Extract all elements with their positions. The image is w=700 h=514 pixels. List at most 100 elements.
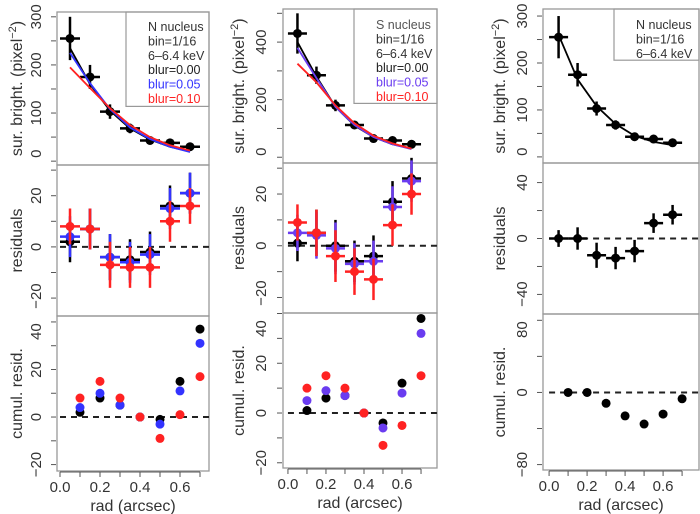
y-axis-label: cumul. resid. bbox=[492, 347, 509, 438]
y-axis-label: residuals bbox=[9, 208, 26, 272]
y-tick-label: 20 bbox=[253, 186, 270, 203]
data-point bbox=[349, 267, 359, 277]
x-tick-label: 0.4 bbox=[615, 478, 636, 495]
data-point bbox=[630, 246, 640, 256]
cumulative-point bbox=[135, 412, 145, 422]
y-axis-label-text: cumul. resid. bbox=[231, 345, 248, 436]
x-axis-label: rad (arcsec) bbox=[90, 498, 175, 514]
legend-entry: bin=1/16 bbox=[148, 34, 196, 48]
y-tick-label: 0 bbox=[28, 243, 45, 251]
cumulative-point bbox=[359, 408, 369, 418]
y-tick-label: 200 bbox=[514, 50, 531, 75]
y-tick-label: 40 bbox=[514, 174, 531, 191]
y-tick-label: −20 bbox=[253, 450, 270, 475]
residuals-panel: −20 0 20 residuals bbox=[231, 157, 438, 314]
y-axis-label: sur. bright. (pixel−2) bbox=[490, 18, 509, 153]
y-tick-label: 20 bbox=[28, 361, 45, 378]
cumulative-point bbox=[397, 378, 407, 388]
data-point bbox=[125, 262, 135, 272]
legend-entry: S nucleus bbox=[376, 18, 431, 32]
cumulative-point bbox=[302, 396, 312, 406]
data-point bbox=[105, 260, 115, 270]
y-tick-label: 100 bbox=[514, 97, 531, 122]
y-tick-label: 200 bbox=[253, 87, 270, 112]
y-tick-label: 0 bbox=[514, 148, 531, 156]
model-curve bbox=[69, 66, 191, 152]
data-point bbox=[145, 262, 155, 272]
data-point bbox=[165, 216, 175, 226]
legend-entry: blur=0.05 bbox=[376, 76, 429, 90]
cumulative-point bbox=[639, 419, 649, 429]
y-tick-label: 0 bbox=[28, 413, 45, 421]
cumulative-point bbox=[75, 403, 85, 413]
cumulative-point bbox=[601, 398, 611, 408]
y-tick-label: 0 bbox=[253, 242, 270, 250]
data-point bbox=[65, 33, 75, 43]
y-tick-label: 20 bbox=[253, 355, 270, 372]
cumulative-point bbox=[378, 440, 388, 450]
y-tick-label: 300 bbox=[514, 4, 531, 29]
panel-frame bbox=[56, 315, 210, 472]
x-tick-label: 0.2 bbox=[577, 478, 598, 495]
cumulative-point bbox=[155, 433, 165, 443]
data-point bbox=[185, 142, 195, 152]
cumulative-point bbox=[95, 388, 105, 398]
y-axis-label-text: sur. bright. (pixel bbox=[9, 39, 26, 156]
legend-entry: N nucleus bbox=[636, 18, 692, 32]
y-axis-label-exponent: −2 bbox=[490, 24, 502, 37]
cumulative-point bbox=[175, 376, 185, 386]
y-axis-label-text: cumul. resid. bbox=[492, 347, 509, 438]
data-point bbox=[668, 138, 678, 148]
y-tick-label: 40 bbox=[253, 320, 270, 337]
y-axis-label-exponent: −2 bbox=[7, 26, 19, 39]
cumulative-point bbox=[155, 419, 165, 429]
cumulative-point bbox=[321, 393, 331, 403]
cumulative-point bbox=[175, 386, 185, 396]
y-tick-label: −20 bbox=[253, 280, 270, 305]
data-point bbox=[85, 224, 95, 234]
legend-entry: blur=0.00 bbox=[376, 61, 429, 75]
y-tick-label: 40 bbox=[28, 323, 45, 340]
y-tick-label: 80 bbox=[514, 321, 531, 338]
data-point bbox=[185, 201, 195, 211]
cumulative-panel: −80 0 80 cumul. resid. bbox=[492, 313, 700, 477]
y-axis-label: sur. bright. (pixel−2) bbox=[229, 18, 248, 153]
x-tick-label: 0.0 bbox=[278, 476, 299, 493]
x-axis-label: rad (arcsec) bbox=[317, 495, 402, 512]
y-tick-label: 20 bbox=[28, 187, 45, 204]
y-axis-label-exponent: −2 bbox=[229, 24, 241, 37]
cumulative-point bbox=[302, 406, 312, 416]
data-point bbox=[330, 251, 340, 261]
x-tick-label: 0.6 bbox=[170, 479, 191, 496]
chart-column-3: 0 100 200 300 sur. bright. (pixel−2) −40 0 40 re… bbox=[490, 4, 700, 514]
cumulative-point bbox=[397, 420, 407, 430]
cumulative-point bbox=[397, 388, 407, 398]
data-point bbox=[368, 274, 378, 284]
data-point bbox=[554, 234, 564, 243]
cumulative-point bbox=[677, 394, 687, 404]
y-axis-label-end: ) bbox=[9, 21, 26, 26]
model-curve bbox=[69, 52, 191, 153]
data-point bbox=[649, 218, 659, 228]
y-axis-label-text: residuals bbox=[492, 206, 509, 270]
y-tick-label: 0 bbox=[28, 150, 45, 158]
data-point bbox=[292, 28, 302, 38]
legend-entry: blur=0.10 bbox=[148, 92, 201, 106]
cumulative-point bbox=[115, 393, 125, 403]
cumulative-point bbox=[620, 411, 630, 421]
x-tick-label: 0.6 bbox=[392, 476, 413, 493]
x-tick-label: 0.4 bbox=[130, 479, 151, 496]
data-point bbox=[292, 217, 302, 227]
cumulative-point bbox=[340, 391, 350, 401]
data-point bbox=[592, 104, 602, 114]
legend-entry: N nucleus bbox=[148, 20, 204, 34]
y-axis-label-text: sur. bright. (pixel bbox=[492, 36, 509, 153]
cumulative-panel: −20 0 20 40 cumul. resid. bbox=[231, 312, 438, 476]
legend-entry: blur=0.10 bbox=[376, 90, 429, 104]
cumulative-point bbox=[175, 410, 185, 420]
